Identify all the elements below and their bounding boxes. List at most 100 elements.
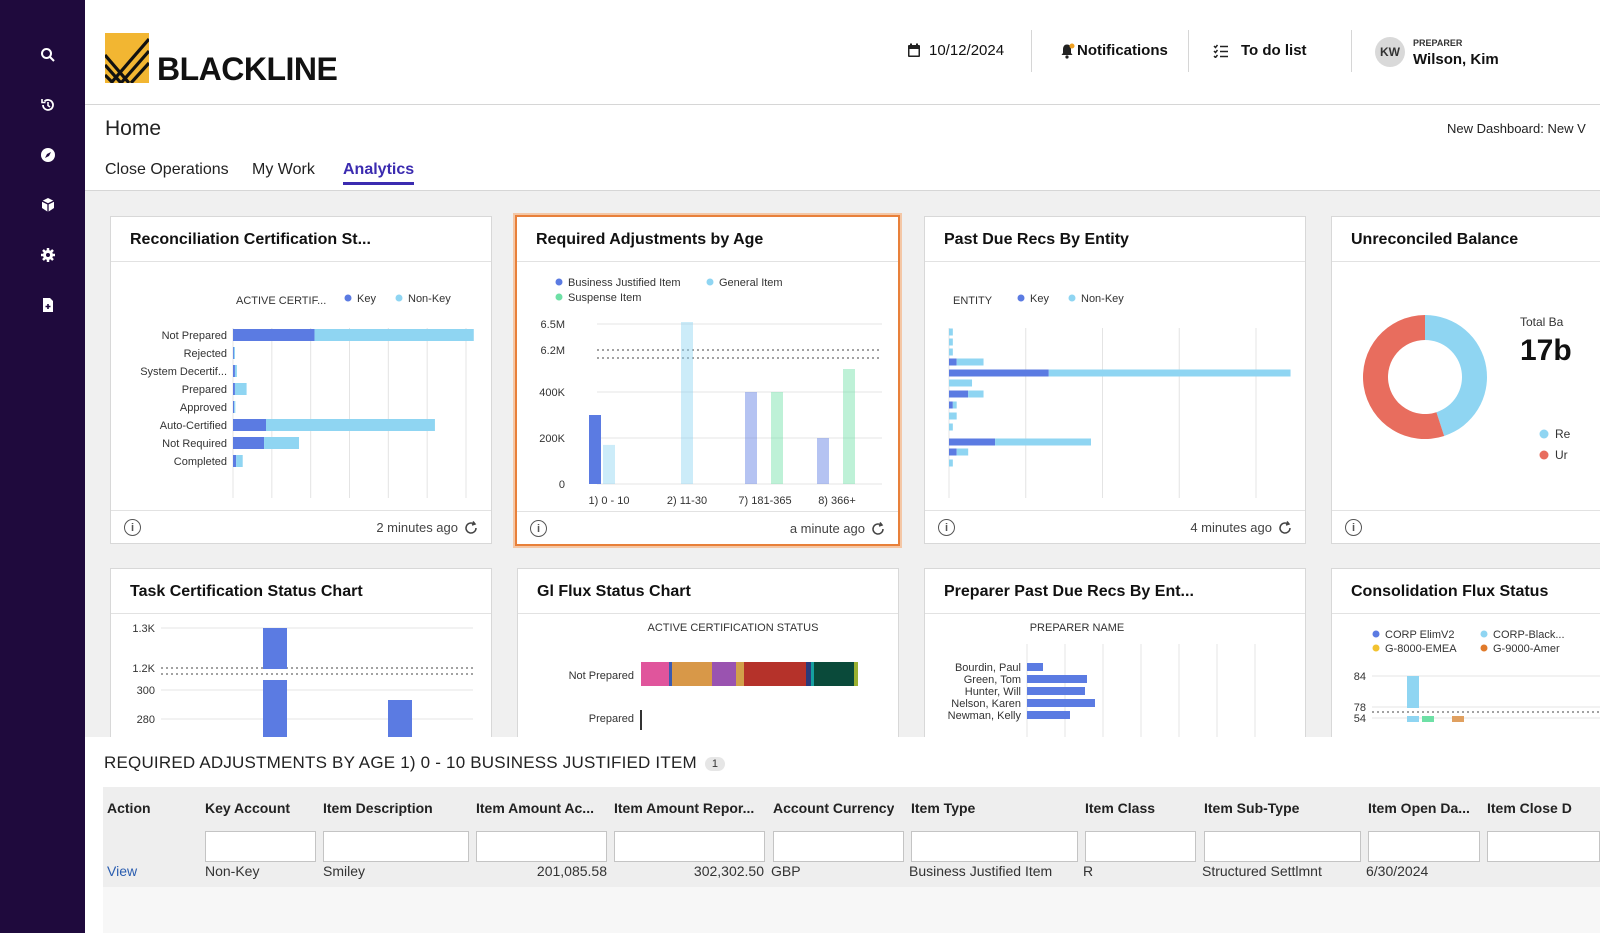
task-certification-chart[interactable]: 1.3K 1.2K 300 280 — [111, 614, 491, 737]
count-badge: 1 — [704, 756, 726, 771]
category-label: Not Prepared — [162, 330, 227, 342]
tab-close-operations[interactable]: Close Operations — [105, 161, 229, 178]
flux-segment — [814, 662, 854, 686]
unreconciled-balance-chart[interactable]: Total Ba 17b Re Ur — [1332, 262, 1600, 510]
refresh-icon[interactable] — [464, 520, 478, 535]
search-icon[interactable] — [34, 41, 62, 69]
info-icon[interactable]: i — [124, 519, 141, 536]
legend-nonkey: Non-Key — [1081, 293, 1124, 305]
gl-flux-chart[interactable]: ACTIVE CERTIFICATION STATUS Not Prepared P… — [518, 614, 898, 737]
recon-certification-chart[interactable]: ACTIVE CERTIF...KeyNon-Key01002003004005… — [111, 262, 491, 510]
filter-item-amount-rep[interactable] — [614, 831, 765, 862]
cube-icon[interactable] — [34, 191, 62, 219]
bar-key — [233, 329, 315, 341]
y-tick-label: 200K — [539, 433, 565, 445]
category-label: Prepared — [182, 384, 227, 396]
legend-swatch — [1539, 429, 1549, 439]
card-required-adjustments[interactable]: Required Adjustments by Age Business Jus… — [515, 215, 900, 546]
col-key-account[interactable]: Key Account — [205, 800, 291, 816]
card-title: Gl Flux Status Chart — [537, 583, 691, 600]
info-icon[interactable]: i — [938, 519, 955, 536]
filter-item-amount-ac[interactable] — [476, 831, 607, 862]
filter-item-description[interactable] — [323, 831, 469, 862]
tab-my-work[interactable]: My Work — [252, 161, 315, 178]
add-document-icon[interactable] — [34, 291, 62, 319]
dashboard-selector[interactable]: New Dashboard: New V — [1447, 121, 1586, 136]
info-icon[interactable]: i — [1345, 519, 1362, 536]
filter-item-open-date[interactable] — [1368, 831, 1480, 862]
filter-key-account[interactable] — [205, 831, 316, 862]
bar-nonkey — [234, 383, 247, 395]
card-recon-certification[interactable]: Reconciliation Certification St... ACTIV… — [110, 216, 492, 544]
bar-nonkey — [266, 419, 435, 431]
info-icon[interactable]: i — [530, 520, 547, 537]
card-past-due-recs[interactable]: Past Due Recs By Entity ENTITY Key Non-Key… — [924, 216, 1306, 544]
bar-nonkey — [264, 437, 300, 449]
card-gl-flux[interactable]: Gl Flux Status Chart ACTIVE CERTIFICATIO… — [517, 568, 899, 737]
col-item-type[interactable]: Item Type — [911, 800, 976, 816]
col-item-class[interactable]: Item Class — [1085, 800, 1156, 816]
y-tick-label: 1.2K — [132, 663, 155, 675]
cell-item-type: Business Justified Item — [909, 863, 1053, 879]
y-tick-label: 0 — [559, 479, 565, 491]
col-item-close-date[interactable]: Item Close D — [1487, 800, 1572, 816]
bar — [1027, 687, 1085, 695]
category-label: Newman, Kelly — [948, 710, 1022, 722]
bar-key — [233, 383, 235, 395]
todo-list-button[interactable]: To do list — [1213, 42, 1307, 59]
legend-label: General Item — [719, 277, 783, 289]
col-item-description[interactable]: Item Description — [323, 800, 433, 816]
bar-nonkey — [314, 329, 474, 341]
refresh-icon[interactable] — [1278, 520, 1292, 535]
card-consolidation-flux[interactable]: Consolidation Flux Status CORP ElimV2 COR… — [1331, 568, 1600, 737]
category-label: Bourdin, Paul — [955, 662, 1021, 674]
col-action[interactable]: Action — [107, 800, 151, 816]
y-tick-label: 6.5M — [541, 319, 565, 331]
bar-business-justified-item — [817, 438, 829, 484]
card-task-certification[interactable]: Task Certification Status Chart 1.3K 1.2K… — [110, 568, 492, 737]
legend-label: Suspense Item — [568, 292, 641, 304]
card-title: Past Due Recs By Entity — [944, 231, 1129, 248]
bar-nonkey — [956, 358, 984, 366]
filter-item-close-date[interactable] — [1487, 831, 1600, 862]
col-item-open-date[interactable]: Item Open Da... — [1368, 800, 1470, 816]
table-empty-area — [103, 887, 1600, 933]
view-link[interactable]: View — [107, 863, 138, 879]
col-account-currency[interactable]: Account Currency — [773, 800, 895, 816]
filter-account-currency[interactable] — [773, 831, 904, 862]
history-icon[interactable] — [34, 91, 62, 119]
bar — [1027, 675, 1087, 683]
tab-analytics[interactable]: Analytics — [343, 161, 415, 185]
filter-item-sub-type[interactable] — [1204, 831, 1361, 862]
col-item-amount-ac[interactable]: Item Amount Ac... — [476, 800, 594, 816]
legend-nonkey-swatch — [395, 294, 403, 302]
legend-key-swatch — [1017, 294, 1025, 302]
bar-key — [949, 369, 1049, 377]
user-name[interactable]: Wilson, Kim — [1413, 51, 1499, 68]
filter-item-type[interactable] — [911, 831, 1078, 862]
compass-icon[interactable] — [34, 141, 62, 169]
consolidation-flux-chart[interactable]: CORP ElimV2 CORP-Black... G-8000-EMEA G-900… — [1332, 614, 1600, 737]
legend-label: CORP ElimV2 — [1385, 629, 1454, 641]
required-adjustments-chart[interactable]: Business Justified Item General Item Suspe… — [517, 262, 899, 512]
date-picker[interactable]: 10/12/2024 — [907, 42, 1004, 59]
refresh-icon[interactable] — [871, 521, 885, 536]
gear-icon[interactable] — [34, 241, 62, 269]
card-title: Consolidation Flux Status — [1351, 583, 1549, 600]
bar-key — [233, 347, 234, 359]
card-preparer-past-due[interactable]: Preparer Past Due Recs By Ent... PREPARE… — [924, 568, 1306, 737]
category-label: Hunter, Will — [965, 686, 1021, 698]
col-item-sub-type[interactable]: Item Sub-Type — [1204, 800, 1300, 816]
category-label: Green, Tom — [964, 674, 1021, 686]
col-item-amount-rep[interactable]: Item Amount Repor... — [614, 800, 755, 816]
notifications-button[interactable]: Notifications — [1060, 42, 1168, 59]
card-unreconciled-balance[interactable]: Unreconciled Balance Total Ba 17b Re Ur i — [1331, 216, 1600, 544]
legend-swatch — [555, 278, 563, 286]
filter-item-class[interactable] — [1085, 831, 1196, 862]
avatar[interactable]: KW — [1375, 37, 1405, 67]
category-label: Rejected — [184, 348, 227, 360]
bar-key — [949, 438, 996, 446]
legend-title: ACTIVE CERTIFICATION STATUS — [648, 622, 819, 634]
